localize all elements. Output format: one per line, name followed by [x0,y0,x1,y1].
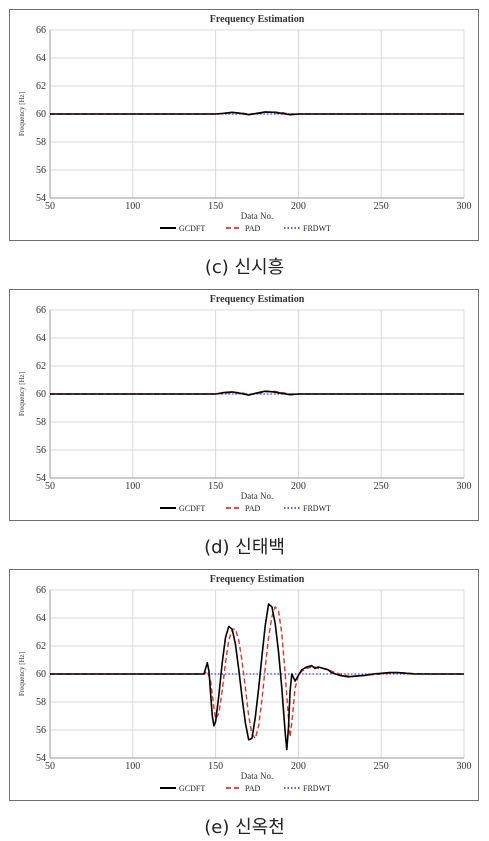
x-tick-label: 300 [457,761,472,772]
series-line-gcdft [50,111,464,116]
x-tick-label: 200 [291,761,306,772]
chart-e: Frequency Estimation 54 56 58 60 62 64 66 50 100 1… [18,574,472,793]
legend-label-pad: PAD [245,784,260,793]
legend-label-frdwt: FRDWT [303,504,331,513]
y-tick-label: 58 [36,697,46,708]
y-tick-label: 62 [36,641,46,652]
chart-panel-e: Frequency Estimation 54 56 58 60 62 64 66 50 100 1… [9,569,479,801]
x-tick-label: 250 [374,481,389,492]
legend-label-gcdft: GCDFT [179,224,205,233]
x-tick-label: 100 [125,761,140,772]
caption-d: (d) 신태백 [204,537,285,558]
y-tick-label: 58 [36,417,46,428]
y-tick-label: 64 [36,333,46,344]
x-axis-label: Data No. [241,491,274,501]
y-tick-label: 58 [36,137,46,148]
chart-title: Frequency Estimation [210,294,305,305]
y-tick-label: 60 [36,389,46,400]
legend-label-gcdft: GCDFT [179,504,205,513]
legend-label-pad: PAD [245,504,260,513]
x-tick-label: 300 [457,201,472,212]
y-tick-label: 64 [36,613,46,624]
y-tick-label: 56 [36,165,46,176]
chart-title: Frequency Estimation [210,14,305,25]
y-tick-label: 60 [36,669,46,680]
y-tick-label: 54 [36,473,46,484]
y-tick-label: 66 [36,585,46,596]
y-tick-label: 66 [36,25,46,36]
caption-e: (e) 신옥천 [204,817,285,838]
chart-panel-d: Frequency Estimation 54 56 58 60 62 64 66 50 100 1… [9,289,479,521]
y-axis-label: Frequency [Hz] [18,652,26,696]
series-line-gcdft [50,390,464,396]
x-tick-label: 300 [457,481,472,492]
x-axis-label: Data No. [241,211,274,221]
x-tick-label: 50 [45,481,55,492]
series-line-pad [50,606,464,740]
x-tick-label: 250 [374,201,389,212]
legend-label-frdwt: FRDWT [303,224,331,233]
x-tick-label: 250 [374,761,389,772]
y-tick-label: 62 [36,81,46,92]
x-tick-label: 150 [208,761,223,772]
y-tick-label: 54 [36,753,46,764]
chart-panel-c: Frequency Estimation 54 56 58 60 62 64 66 50 100 1… [9,9,479,241]
y-tick-label: 64 [36,53,46,64]
x-axis-label: Data No. [241,771,274,781]
chart-title: Frequency Estimation [210,574,305,585]
x-tick-label: 50 [45,761,55,772]
y-axis-label: Frequency [Hz] [18,92,26,136]
x-tick-label: 100 [125,201,140,212]
chart-c: Frequency Estimation 54 56 58 60 62 64 66 50 100 1… [18,14,472,233]
y-tick-label: 62 [36,361,46,372]
chart-d: Frequency Estimation 54 56 58 60 62 64 66 50 100 1… [18,294,472,513]
y-tick-label: 66 [36,305,46,316]
x-tick-label: 200 [291,201,306,212]
legend-label-gcdft: GCDFT [179,784,205,793]
legend-label-frdwt: FRDWT [303,784,331,793]
y-tick-label: 60 [36,109,46,120]
y-tick-label: 54 [36,193,46,204]
y-tick-label: 56 [36,445,46,456]
x-tick-label: 100 [125,481,140,492]
series-line-gcdft [50,603,464,751]
caption-c: (c) 신시흥 [204,257,285,278]
x-tick-label: 150 [208,481,223,492]
y-tick-label: 56 [36,725,46,736]
y-axis-label: Frequency [Hz] [18,372,26,416]
x-tick-label: 50 [45,201,55,212]
x-tick-label: 200 [291,481,306,492]
legend-label-pad: PAD [245,224,260,233]
x-tick-label: 150 [208,201,223,212]
